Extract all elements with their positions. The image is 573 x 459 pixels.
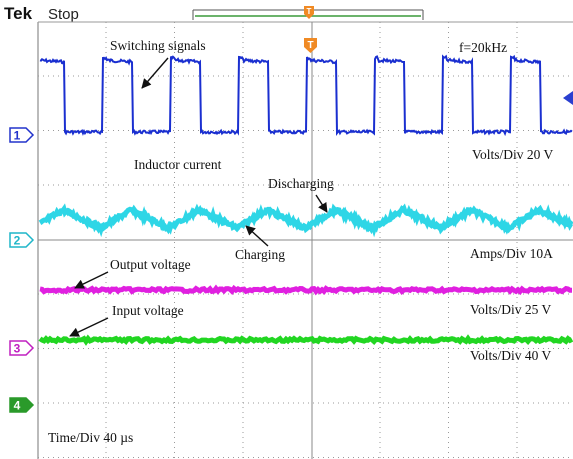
time-scale-label: Time/Div 40 µs — [48, 430, 133, 445]
annotation: Inductor current — [134, 157, 222, 172]
svg-text:T: T — [307, 40, 313, 51]
acquisition-status: Stop — [48, 6, 79, 23]
annotation: Switching signals — [110, 38, 206, 53]
svg-text:3: 3 — [14, 342, 21, 356]
scale-label: Volts/Div 25 V — [470, 302, 552, 317]
annotation: Discharging — [268, 176, 334, 191]
annotation: f=20kHz — [459, 40, 507, 55]
svg-text:T: T — [307, 7, 312, 16]
svg-text:1: 1 — [14, 129, 21, 143]
scale-label: Amps/Div 10A — [470, 246, 553, 261]
background — [0, 0, 573, 459]
annotation: Input voltage — [112, 303, 184, 318]
svg-text:2: 2 — [14, 234, 21, 248]
input-voltage-waveform — [40, 339, 572, 342]
annotation: Output voltage — [110, 257, 191, 272]
annotation: Charging — [235, 247, 285, 262]
svg-text:4: 4 — [14, 399, 21, 413]
brand: Tek — [4, 4, 33, 23]
oscilloscope-screen: Tek Stop T T 1 2 3 4 Switching signals — [0, 0, 573, 459]
output-voltage-waveform — [40, 289, 572, 292]
scale-label: Volts/Div 40 V — [470, 348, 552, 363]
scale-label: Volts/Div 20 V — [472, 147, 554, 162]
